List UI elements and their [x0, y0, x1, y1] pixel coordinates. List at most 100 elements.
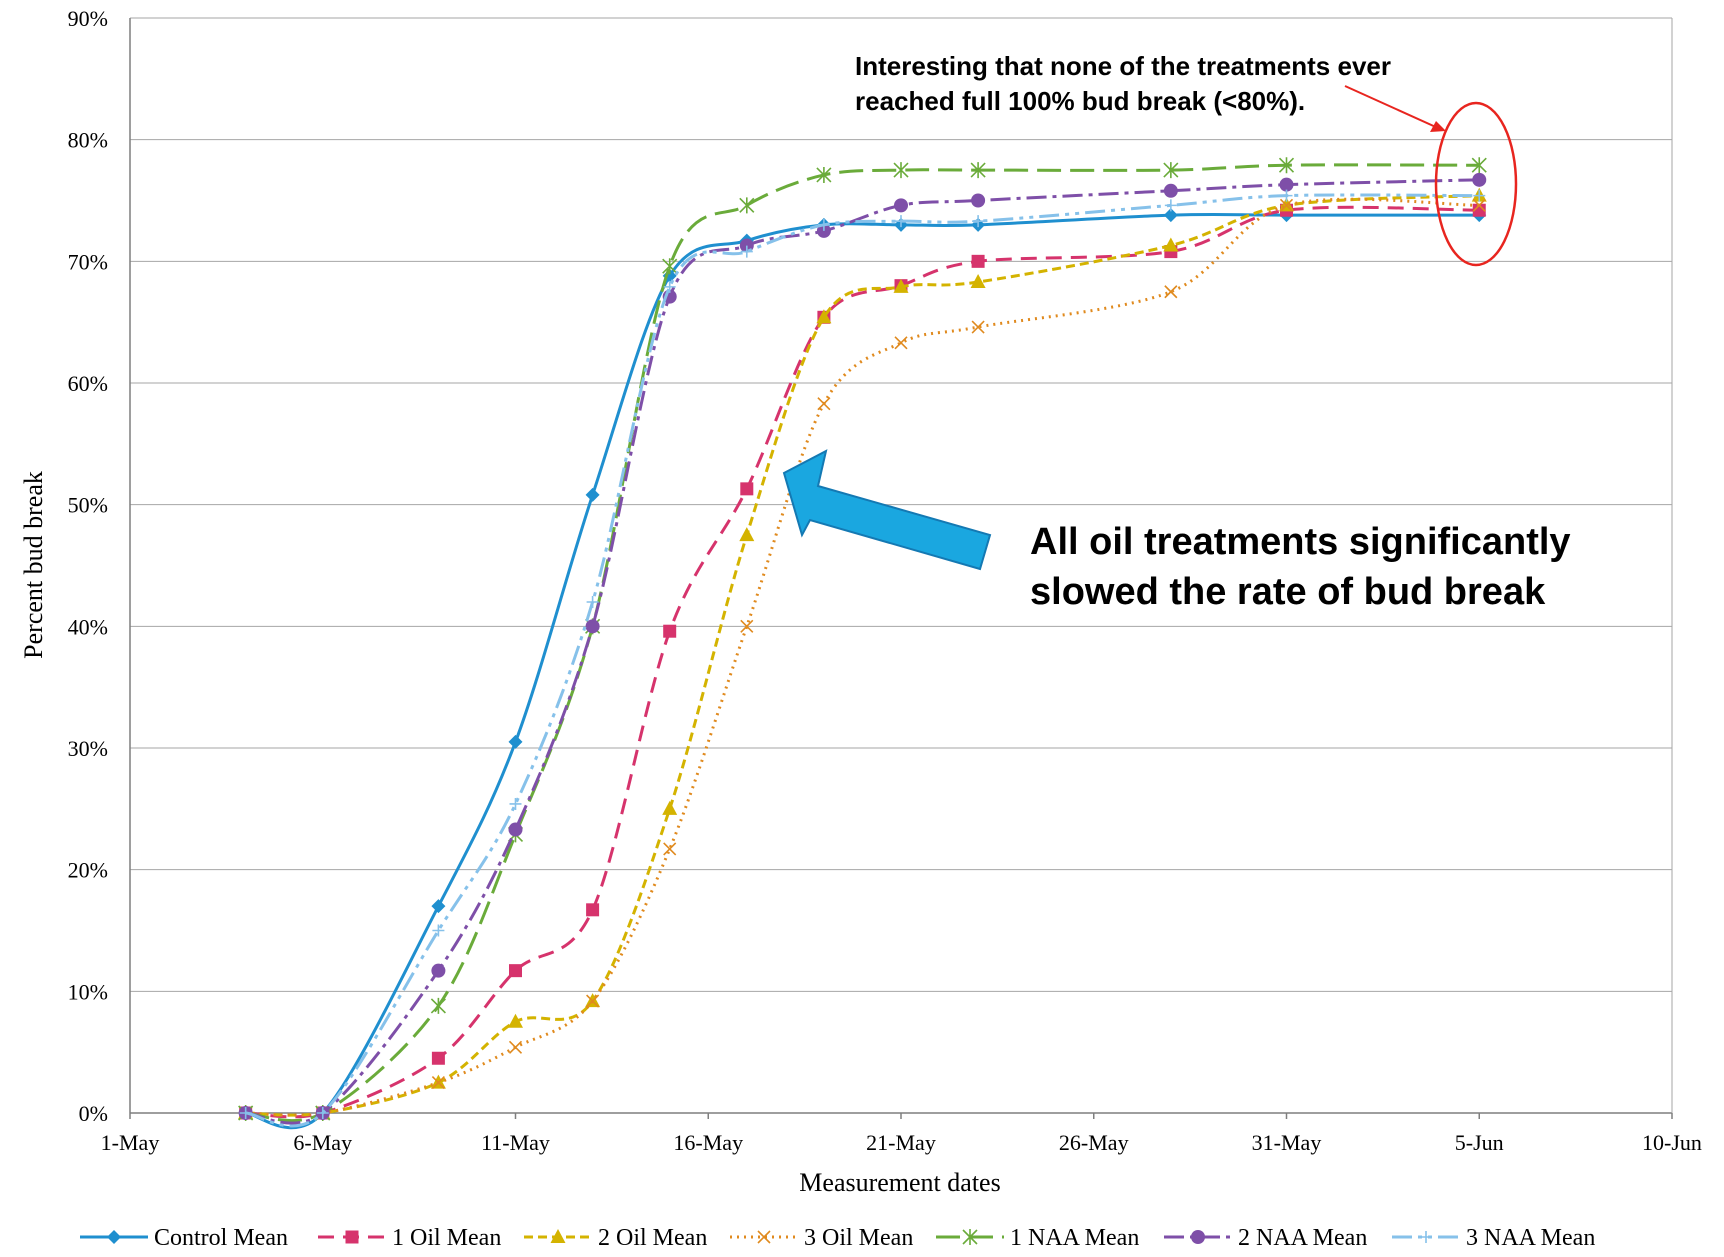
- data-point: [663, 842, 677, 856]
- legend-marker: [345, 1230, 359, 1244]
- series-lines: [238, 157, 1487, 1130]
- annotation-full-budbreak: Interesting that none of the treatments …: [855, 51, 1518, 267]
- data-point: [740, 245, 753, 258]
- annotation-2-line-2: slowed the rate of bud break: [1030, 571, 1546, 613]
- x-axis-tick-labels: 1-May 6-May 11-May 16-May 21-May 26-May 31-May…: [101, 1130, 1702, 1155]
- y-tick-label: 50%: [68, 493, 108, 518]
- legend-label: 3 NAA Mean: [1466, 1225, 1595, 1251]
- data-point: [893, 278, 909, 293]
- x-tick-label: 26-May: [1059, 1130, 1129, 1155]
- data-point: [663, 280, 676, 293]
- data-point: [1473, 189, 1486, 202]
- annotation-2-line-1: All oil treatments significantly: [1030, 521, 1571, 563]
- series-3: [238, 187, 1487, 1119]
- y-tick-label: 30%: [68, 736, 108, 761]
- y-tick-label: 20%: [68, 858, 108, 883]
- series-7: [239, 189, 1486, 1128]
- y-tick-label: 70%: [68, 249, 108, 274]
- legend-marker: [1420, 1231, 1432, 1243]
- gridlines: [130, 17, 1672, 1114]
- series-4: [239, 197, 1486, 1120]
- series-line: [245, 163, 1480, 1123]
- x-tick-label: 31-May: [1252, 1130, 1322, 1155]
- legend-marker: [757, 1230, 771, 1244]
- data-point: [970, 274, 986, 289]
- data-point: [740, 619, 754, 633]
- data-point: [972, 215, 985, 228]
- series-6: [238, 172, 1487, 1125]
- y-tick-label: 60%: [68, 371, 108, 396]
- data-point: [508, 822, 523, 837]
- data-point: [894, 198, 908, 213]
- data-point: [971, 193, 986, 208]
- legend-marker: [107, 1230, 121, 1244]
- series-1: [238, 208, 1487, 1130]
- data-point: [1472, 198, 1486, 212]
- data-point: [817, 397, 831, 411]
- y-tick-label: 10%: [68, 979, 108, 1004]
- x-tick-label: 21-May: [866, 1130, 936, 1155]
- data-point: [1471, 157, 1487, 174]
- legend-label: Control Mean: [154, 1225, 288, 1251]
- x-tick-label: 6-May: [293, 1130, 352, 1155]
- legend-marker: [962, 1229, 978, 1245]
- data-point: [586, 994, 600, 1008]
- data-point: [1164, 199, 1177, 212]
- data-point: [1278, 157, 1295, 174]
- legend-marker: [550, 1229, 566, 1243]
- axes: [129, 18, 1673, 1119]
- data-point: [509, 797, 522, 810]
- data-point: [816, 223, 831, 238]
- data-point: [585, 487, 600, 502]
- data-point: [893, 162, 909, 179]
- series-line: [245, 178, 1480, 1125]
- annotation-1-arrow: [1344, 85, 1439, 129]
- annotation-oil-treatments: All oil treatments significantly slowed …: [782, 449, 1571, 613]
- data-point: [970, 162, 986, 179]
- data-point: [431, 963, 446, 978]
- legend-item: 1 Oil Mean: [318, 1225, 501, 1251]
- y-tick-label: 40%: [68, 614, 108, 639]
- highlight-ellipse: [1434, 101, 1518, 267]
- legend-item: 2 NAA Mean: [1164, 1225, 1367, 1251]
- x-tick-label: 10-Jun: [1642, 1130, 1702, 1155]
- data-point: [1280, 189, 1293, 202]
- data-point: [586, 596, 599, 608]
- y-tick-label: 90%: [68, 6, 108, 31]
- x-tick-label: 16-May: [673, 1130, 743, 1155]
- data-point: [1163, 208, 1178, 223]
- data-point: [509, 964, 522, 978]
- series-line: [245, 212, 1480, 1130]
- data-point: [1472, 172, 1487, 187]
- x-tick-label: 5-Jun: [1455, 1130, 1504, 1155]
- data-point: [508, 1013, 523, 1028]
- data-point: [430, 997, 446, 1014]
- series-2: [239, 203, 1486, 1120]
- data-point: [816, 309, 832, 324]
- data-point: [431, 1076, 445, 1090]
- data-point: [508, 1040, 523, 1054]
- legend-label: 1 Oil Mean: [392, 1225, 501, 1251]
- data-point: [585, 619, 600, 634]
- data-point: [432, 924, 445, 937]
- legend: Control Mean 1 Oil Mean 2 Oil Mean 3 Oil Me…: [80, 1225, 1595, 1251]
- legend-label: 2 Oil Mean: [598, 1225, 707, 1251]
- data-point: [431, 899, 446, 914]
- y-tick-label: 0%: [79, 1101, 108, 1126]
- data-point: [663, 624, 677, 638]
- data-point: [739, 197, 755, 214]
- legend-item: 3 NAA Mean: [1392, 1225, 1595, 1251]
- series-line: [245, 193, 1480, 1128]
- data-point: [662, 800, 678, 815]
- legend-item: 1 NAA Mean: [936, 1225, 1139, 1251]
- data-point: [586, 903, 600, 917]
- y-tick-label: 80%: [68, 128, 108, 153]
- data-point: [431, 1051, 445, 1065]
- data-point: [740, 482, 754, 496]
- data-point: [971, 320, 985, 334]
- x-tick-label: 11-May: [481, 1130, 550, 1155]
- legend-label: 2 NAA Mean: [1238, 1225, 1367, 1251]
- data-point: [1279, 198, 1294, 212]
- x-axis-title: Measurement dates: [799, 1168, 1000, 1197]
- series-line: [245, 197, 1480, 1117]
